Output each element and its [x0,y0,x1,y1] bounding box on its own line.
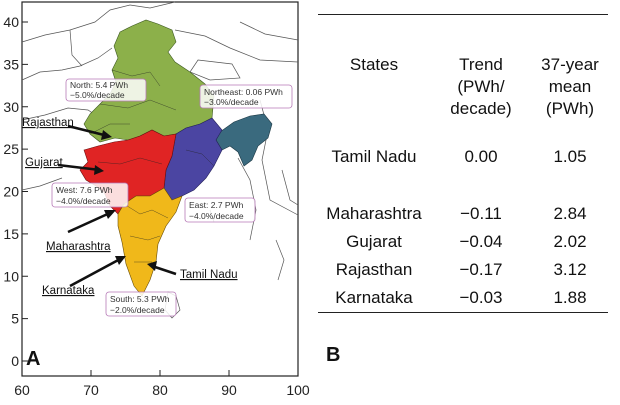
y-tick-label: 25 [3,141,19,157]
row-trend: 0.00 [464,147,498,166]
table-bottom-rule [318,312,608,313]
y-tick-label: 20 [3,184,19,200]
arrowheads [94,130,157,271]
label-rajasthan: Rajasthan [22,117,74,129]
row-mean: 1.88 [553,288,587,307]
west-annotation-line1: West: 7.6 PWh [56,185,113,195]
east-annotation-line1: East: 2.7 PWh [189,200,244,210]
label-maharashtra: Maharashtra [46,241,111,253]
y-tick-label: 15 [3,226,19,242]
y-tick-label: 40 [3,14,19,30]
region-northeast [215,113,273,167]
y-tick-label: 10 [3,268,19,284]
north-annotation: North: 5.4 PWh −5.0%/decade [65,78,147,102]
table-top-rule [318,14,608,15]
region-south [117,187,183,297]
row-state: Rajasthan [335,260,413,279]
y-axis: 0 5 10 15 20 25 30 35 40 [3,14,28,369]
x-tick-label: 60 [14,382,30,398]
india-map: 0 5 10 15 20 25 30 35 40 60 70 80 90 100 North: 5.4 … [3,1,310,398]
east-annotation-line2: −4.0%/decade [189,211,244,221]
x-tick-label: 70 [83,382,99,398]
row-trend: −0.17 [459,260,503,279]
label-gujarat: Gujarat [25,157,64,169]
state-arrows [57,124,177,288]
row-mean: 2.02 [553,232,587,251]
northeast-annotation-line2: −3.0%/decade [204,97,259,107]
northeast-annotation-line1: Northeast: 0.06 PWh [204,87,283,97]
row-trend: −0.03 [459,288,503,307]
south-annotation-line1: South: 5.3 PWh [110,294,170,304]
panel-label-a: A [26,348,40,370]
row-state: Maharashtra [326,204,422,223]
y-tick-label: 0 [11,353,19,369]
state-labels: Rajasthan Gujarat Maharashtra Karnataka … [22,117,238,297]
row-mean: 3.12 [553,260,587,279]
row-mean: 2.84 [553,204,587,223]
row-state: Tamil Nadu [331,147,417,166]
table-panel: States Trend (PWh/ decade) 37-year mean … [318,0,620,400]
row-mean: 1.05 [553,147,587,166]
east-annotation: East: 2.7 PWh −4.0%/decade [184,197,256,223]
x-tick-label: 80 [152,382,168,398]
region-annotations: North: 5.4 PWh −5.0%/decade Northeast: 0… [51,78,293,317]
north-annotation-line1: North: 5.4 PWh [70,80,128,90]
row-trend: −0.04 [459,232,503,251]
x-tick-label: 90 [221,382,237,398]
label-karnataka: Karnataka [42,285,95,297]
state-borders [89,69,215,263]
row-trend: −0.11 [460,204,502,223]
south-annotation-line2: −2.0%/decade [110,305,165,315]
north-annotation-line2: −5.0%/decade [70,90,125,100]
x-axis: 60 70 80 90 100 [14,370,310,398]
label-tamil-nadu: Tamil Nadu [180,269,238,281]
header-trend: Trend (PWh/ decade) [450,55,512,118]
row-state: Gujarat [346,232,402,251]
south-annotation: South: 5.3 PWh −2.0%/decade [105,291,177,317]
northeast-annotation: Northeast: 0.06 PWh −3.0%/decade [199,84,293,109]
panel-label-b: B [326,344,341,366]
country-borders [21,1,299,281]
y-tick-label: 35 [3,56,19,72]
x-tick-label: 100 [286,382,310,398]
y-tick-label: 5 [11,311,19,327]
west-annotation-line2: −4.0%/decade [56,196,111,206]
header-states: States [349,55,399,74]
y-tick-label: 30 [3,99,19,115]
map-panel: 0 5 10 15 20 25 30 35 40 60 70 80 90 100 North: 5.4 … [0,0,310,400]
west-annotation: West: 7.6 PWh −4.0%/decade [51,182,129,208]
header-mean: 37-year mean (PWh) [541,55,599,118]
row-state: Karnataka [335,288,413,307]
